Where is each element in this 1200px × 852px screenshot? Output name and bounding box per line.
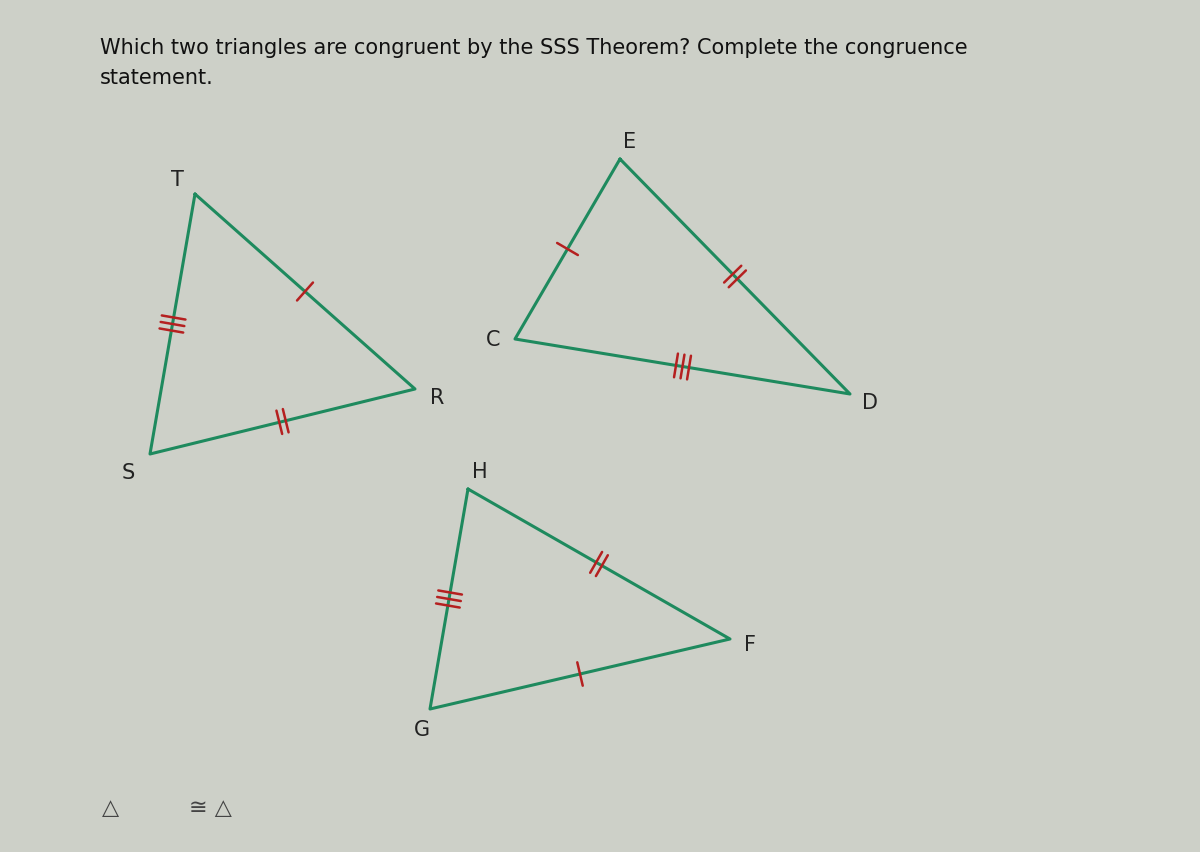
Text: C: C bbox=[486, 330, 500, 349]
Text: F: F bbox=[744, 634, 756, 654]
Text: R: R bbox=[430, 388, 444, 407]
Text: G: G bbox=[414, 719, 430, 740]
Text: statement.: statement. bbox=[100, 68, 214, 88]
Text: D: D bbox=[862, 393, 878, 412]
Text: Which two triangles are congruent by the SSS Theorem? Complete the congruence: Which two triangles are congruent by the… bbox=[100, 38, 967, 58]
Text: T: T bbox=[170, 170, 184, 190]
Text: H: H bbox=[472, 462, 488, 481]
Text: ≅ △: ≅ △ bbox=[188, 797, 232, 817]
Text: S: S bbox=[121, 463, 134, 482]
Text: △: △ bbox=[102, 797, 119, 817]
Text: E: E bbox=[624, 132, 636, 152]
